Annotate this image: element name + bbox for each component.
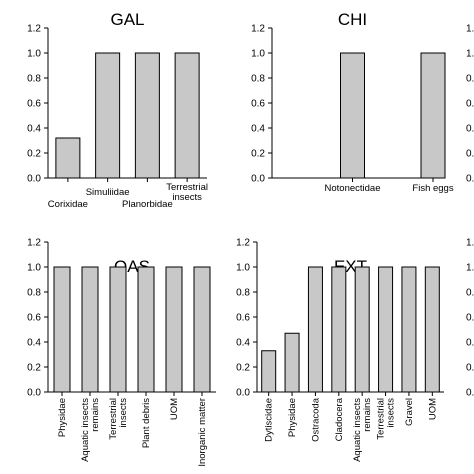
y-tick-label: 0.6 [27, 99, 41, 110]
bar [53, 266, 71, 393]
y-tick-label: 1.2 [251, 24, 265, 35]
bar [307, 266, 323, 393]
x-tick-label: Cladocera [334, 397, 345, 441]
x-tick-label: Corixidae [48, 199, 88, 210]
bar [420, 52, 446, 179]
y-tick-label: 0.6 [251, 99, 265, 110]
y-tick-label: 1.2 [27, 24, 41, 35]
x-tick-label: UOM [169, 398, 180, 420]
x-tick-label: Planorbidae [122, 199, 173, 210]
x-tick-label: UOM [427, 398, 438, 420]
y-tick-label: 0.0 [27, 174, 41, 185]
chart-title: GAL [110, 10, 144, 29]
bar [378, 266, 394, 393]
x-tick-label: Notonectidae [325, 183, 381, 194]
y-tick-label: 0.8 [466, 288, 474, 299]
x-tick-label: Fish eggs [412, 183, 453, 194]
bar [284, 332, 300, 393]
y-tick-label: 0.0 [251, 174, 265, 185]
y-tick-label: 0.8 [27, 288, 41, 299]
y-tick-label: 0.4 [27, 338, 41, 349]
y-tick-label: 0.4 [466, 124, 474, 135]
y-tick-label: 0.8 [251, 74, 265, 85]
y-tick-label: 0.0 [236, 388, 250, 399]
x-tick-label: Inorganic matter [197, 398, 208, 467]
x-tick-label: Physidae [57, 398, 68, 437]
y-tick-label: 0.8 [27, 74, 41, 85]
x-tick-label: Aquatic insectsremains [80, 398, 101, 462]
y-tick-label: 1.2 [236, 238, 250, 249]
y-tick-label: 1.2 [27, 238, 41, 249]
y-tick-label: 0.2 [27, 363, 41, 374]
y-tick-label: 1.0 [251, 49, 265, 60]
y-tick-label: 0.4 [27, 124, 41, 135]
bar [134, 52, 160, 179]
x-tick-label: Gravel [404, 398, 415, 426]
y-tick-label: 0.6 [236, 313, 250, 324]
bar [354, 266, 370, 393]
bar [55, 137, 81, 179]
y-tick-label: 0.0 [27, 388, 41, 399]
y-tick-label: 0.6 [466, 99, 474, 110]
y-tick-label: 0.2 [251, 149, 265, 160]
x-tick-label: Aquatic insectsremains [352, 398, 373, 462]
x-tick-label: Physidae [287, 398, 298, 437]
x-tick-label: Dytiscidae [264, 398, 275, 442]
x-tick-label: Simuliidae [86, 187, 130, 198]
chart-title: CHI [338, 10, 367, 29]
bar [109, 266, 127, 393]
x-tick-label: Ostracoda [310, 397, 321, 442]
y-tick-label: 0.8 [236, 288, 250, 299]
bar [95, 52, 121, 179]
bar [81, 266, 99, 393]
y-tick-label: 0.2 [466, 149, 474, 160]
y-tick-label: 0.4 [236, 338, 250, 349]
y-tick-label: 0.6 [27, 313, 41, 324]
y-tick-label: 0.4 [466, 338, 474, 349]
bar [165, 266, 183, 393]
y-tick-label: 0.8 [466, 74, 474, 85]
bar [340, 52, 365, 179]
y-tick-label: 1.2 [466, 238, 474, 249]
y-tick-label: 0.6 [466, 313, 474, 324]
y-tick-label: 0.2 [27, 149, 41, 160]
y-tick-label: 1.2 [466, 24, 474, 35]
bar [193, 266, 211, 393]
y-tick-label: 1.0 [236, 263, 250, 274]
y-tick-label: 0.4 [251, 124, 265, 135]
y-tick-label: 0.2 [236, 363, 250, 374]
bar [261, 350, 277, 393]
y-tick-label: 0.0 [466, 388, 474, 399]
y-tick-label: 0.0 [466, 174, 474, 185]
x-tick-label: Terrestrialinsects [376, 398, 397, 440]
y-tick-label: 1.0 [466, 49, 474, 60]
x-tick-label: Plant debris [141, 398, 152, 448]
bar [137, 266, 155, 393]
bar [424, 266, 440, 393]
x-tick-label: Terrestrialinsects [108, 398, 129, 440]
y-tick-label: 1.0 [466, 263, 474, 274]
bar [174, 52, 200, 179]
y-tick-label: 1.0 [27, 263, 41, 274]
y-tick-label: 0.2 [466, 363, 474, 374]
bar [401, 266, 417, 393]
bar [331, 266, 347, 393]
y-tick-label: 1.0 [27, 49, 41, 60]
